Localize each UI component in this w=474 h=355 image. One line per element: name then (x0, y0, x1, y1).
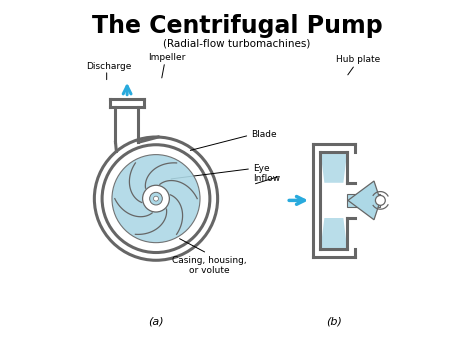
Text: (b): (b) (326, 317, 342, 327)
Text: Eye: Eye (253, 164, 270, 173)
Circle shape (112, 155, 200, 243)
Circle shape (150, 192, 162, 205)
Circle shape (154, 196, 158, 201)
Text: Casing, housing,
or volute: Casing, housing, or volute (172, 256, 246, 275)
Text: The Centrifugal Pump: The Centrifugal Pump (91, 14, 383, 38)
Text: Blade: Blade (251, 130, 277, 139)
Text: Discharge: Discharge (86, 62, 132, 71)
Polygon shape (348, 181, 380, 220)
Bar (347, 194, 380, 207)
Circle shape (375, 196, 385, 205)
Text: Inflow: Inflow (253, 174, 280, 183)
Text: Impeller: Impeller (148, 53, 185, 62)
Text: (Radial-flow turbomachines): (Radial-flow turbomachines) (164, 38, 310, 48)
Text: Hub plate: Hub plate (337, 55, 381, 64)
Circle shape (143, 185, 169, 212)
Text: (a): (a) (148, 317, 164, 327)
Bar (116, 133, 138, 144)
Polygon shape (320, 218, 347, 249)
Polygon shape (320, 152, 347, 183)
